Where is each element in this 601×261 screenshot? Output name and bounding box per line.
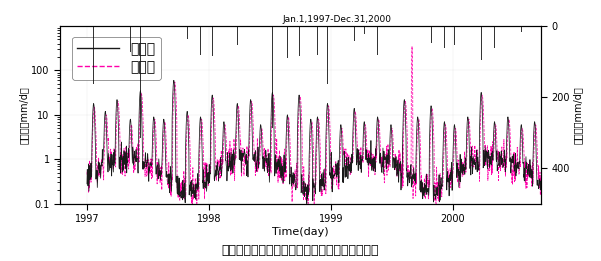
Text: 図３　鹿島台地内小流域における流出高の比較: 図３ 鹿島台地内小流域における流出高の比較 (222, 244, 379, 257)
Legend: 観測値, 計算値: 観測値, 計算値 (72, 37, 161, 80)
X-axis label: Time(day): Time(day) (272, 227, 329, 237)
Text: Jan.1,1997-Dec.31,2000: Jan.1,1997-Dec.31,2000 (282, 15, 392, 24)
Y-axis label: 降水量（mm/d）: 降水量（mm/d） (573, 86, 582, 144)
Y-axis label: 流出高（mm/d）: 流出高（mm/d） (19, 86, 28, 144)
